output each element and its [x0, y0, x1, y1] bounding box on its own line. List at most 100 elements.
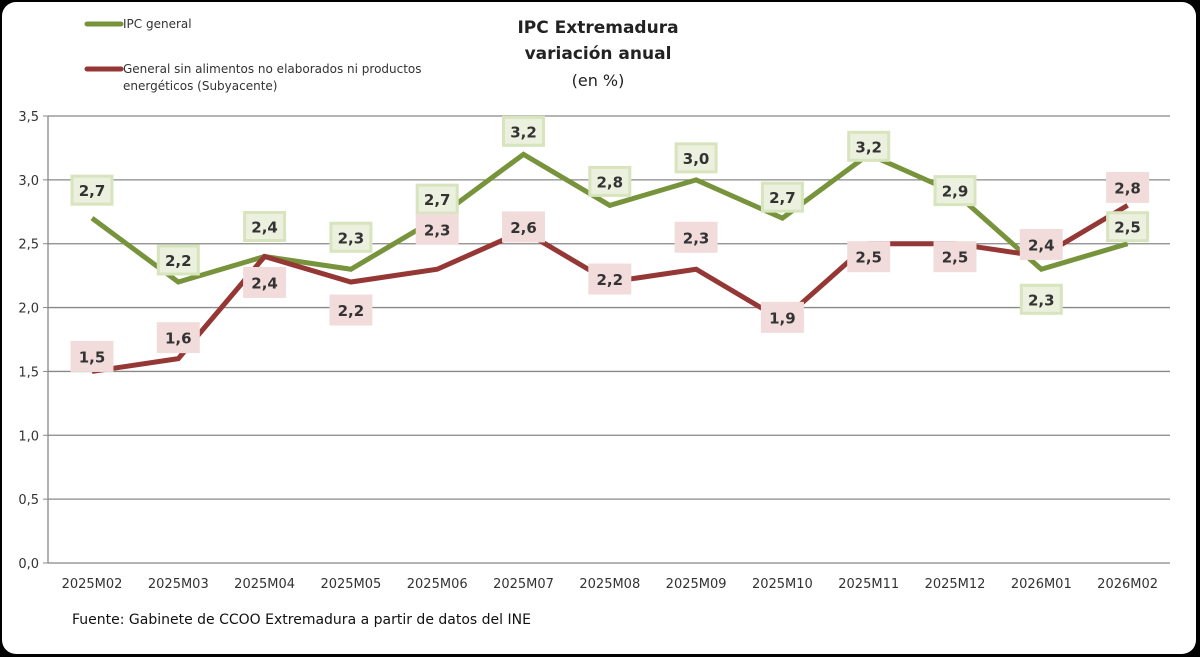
data-label-text: 2,5 [1114, 219, 1141, 237]
data-label-box [243, 210, 287, 242]
data-labels: 2,7 2,2 2,4 2,3 2,7 3,2 2,8 3,0 2,7 3,2 2,9 2,3 2,5 1… [70, 115, 1150, 372]
x-tick-label: 2025M05 [320, 577, 381, 592]
y-tick-label: 1,0 [18, 429, 39, 444]
data-label: 2,4 [1019, 228, 1063, 260]
data-label-box [760, 181, 804, 213]
data-label-box [760, 301, 804, 333]
legend: IPC general General sin alimentos no ela… [84, 17, 422, 93]
x-tick-label: 2025M09 [666, 577, 727, 592]
data-label: 2,3 [1019, 283, 1063, 315]
x-tick-label: 2026M01 [1011, 577, 1072, 592]
data-label-box [933, 241, 977, 273]
data-label-box [674, 142, 718, 174]
data-label-box [847, 241, 891, 273]
data-label: 2,7 [70, 174, 114, 206]
data-label-box [329, 221, 373, 253]
data-label-text: 2,7 [79, 182, 106, 200]
y-tick-label: 2,0 [18, 302, 39, 317]
data-label-text: 2,8 [597, 173, 624, 191]
data-label: 2,5 [933, 241, 977, 273]
data-label-text: 2,5 [942, 249, 969, 267]
data-label-box [933, 175, 977, 207]
x-tick-label: 2025M08 [579, 577, 640, 592]
data-label-text: 2,3 [683, 229, 710, 247]
legend-label-subyacente-line2: energéticos (Subyacente) [123, 79, 277, 93]
y-tick-label: 0,0 [18, 557, 39, 572]
data-label: 2,4 [243, 210, 287, 242]
data-label: 2,2 [329, 294, 373, 326]
data-label: 2,2 [588, 263, 632, 295]
data-label-box [415, 183, 459, 215]
y-axis: 0,0 0,5 1,0 1,5 2,0 2,5 3,0 3,5 [18, 110, 49, 572]
data-label: 2,8 [588, 165, 632, 197]
data-label-text: 3,2 [510, 123, 537, 141]
x-tick-label: 2025M02 [62, 577, 123, 592]
data-label: 2,7 [415, 183, 459, 215]
y-tick-label: 0,5 [18, 493, 39, 508]
data-label-box [156, 244, 200, 276]
data-label-box [156, 322, 200, 354]
data-label-text: 2,8 [1114, 179, 1141, 197]
x-tick-label: 2025M06 [407, 577, 468, 592]
x-tick-label: 2025M07 [493, 577, 554, 592]
data-label: 2,5 [1106, 211, 1150, 243]
data-label-text: 1,5 [79, 348, 106, 366]
data-label-box [847, 130, 891, 162]
data-label-text: 2,4 [251, 274, 278, 292]
data-label: 1,9 [760, 301, 804, 333]
data-label-box [1019, 283, 1063, 315]
data-label: 2,4 [243, 266, 287, 298]
data-label: 2,8 [1106, 171, 1150, 203]
data-label-box [329, 294, 373, 326]
data-label: 2,3 [415, 213, 459, 245]
data-label-text: 2,9 [942, 183, 969, 201]
chart-title-line2: variación anual [525, 44, 672, 64]
data-label-box [502, 115, 545, 147]
data-label-text: 1,6 [165, 330, 192, 348]
data-label-text: 1,9 [769, 309, 796, 327]
x-tick-label: 2025M11 [838, 577, 899, 592]
data-label-box [70, 340, 114, 372]
data-label: 2,5 [847, 241, 891, 273]
data-label: 2,7 [760, 181, 804, 213]
legend-label-subyacente: General sin alimentos no elaborados ni p… [123, 62, 422, 76]
chart-subtitle: (en %) [572, 71, 625, 90]
data-label-box [415, 213, 459, 245]
data-label-text: 2,3 [1028, 291, 1055, 309]
data-label-text: 2,4 [1028, 236, 1055, 254]
x-tick-label: 2025M04 [234, 577, 295, 592]
y-tick-label: 3,5 [18, 110, 39, 125]
data-label-text: 2,6 [510, 219, 537, 237]
data-label-box [1019, 228, 1063, 260]
data-label-box [243, 266, 287, 298]
y-tick-label: 1,5 [18, 365, 39, 380]
data-label-text: 3,2 [855, 138, 882, 156]
data-label: 2,9 [933, 175, 977, 207]
data-label: 3,0 [674, 142, 718, 174]
data-label-text: 3,0 [683, 150, 710, 168]
data-label: 2,2 [156, 244, 200, 276]
y-tick-label: 2,5 [18, 238, 39, 253]
y-tick-label: 3,0 [18, 174, 39, 189]
data-label-box [1106, 211, 1150, 243]
data-label: 3,2 [847, 130, 891, 162]
data-label-box [1106, 171, 1150, 203]
data-label-box [502, 211, 545, 243]
source-note: Fuente: Gabinete de CCOO Extremadura a p… [72, 612, 531, 628]
data-label: 2,3 [674, 221, 718, 253]
x-tick-label: 2025M03 [148, 577, 209, 592]
data-label: 3,2 [502, 115, 545, 147]
data-label-text: 2,2 [165, 252, 192, 270]
data-label-box [588, 263, 632, 295]
data-label-box [674, 221, 718, 253]
data-label-text: 2,5 [855, 249, 882, 267]
data-label-box [70, 174, 114, 206]
gridlines [48, 115, 1170, 564]
data-label-text: 2,4 [251, 218, 278, 236]
data-label-text: 2,2 [338, 302, 365, 320]
data-label: 2,6 [502, 211, 545, 243]
x-tick-label: 2026M02 [1097, 577, 1158, 592]
data-label-text: 2,3 [424, 221, 451, 239]
x-tick-label: 2025M10 [752, 577, 813, 592]
